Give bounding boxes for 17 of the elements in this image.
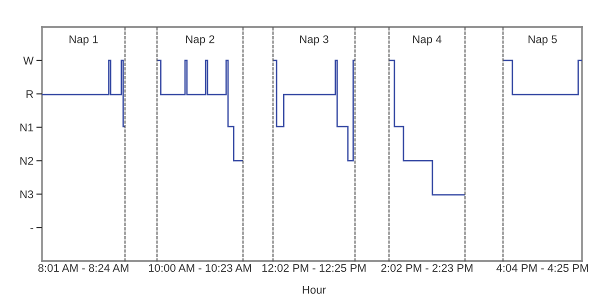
text: R — [26, 90, 34, 98]
text: N1 — [20, 124, 34, 132]
text: N2 — [20, 156, 34, 165]
x-axis-title: 2:02 PM - 2:23 PM — [381, 264, 472, 272]
chart-title: Nap 3 — [300, 35, 328, 46]
chart-title: Nap 1 — [70, 35, 98, 46]
text: N3 — [20, 190, 34, 198]
x-axis-title: 10:00 AM - 10:23 AM — [148, 264, 251, 272]
chart-title: Nap 4 — [413, 35, 442, 46]
chart-title: Nap 5 — [528, 35, 557, 46]
x-axis-title: 8:01 AM - 8:24 AM — [38, 264, 128, 272]
chart-title: Nap 2 — [186, 35, 214, 46]
text: - — [30, 228, 34, 230]
x-axis-title: 12:02 PM - 12:25 PM — [262, 264, 366, 272]
text: W — [23, 56, 34, 64]
x-axis-title: 4:04 PM - 4:25 PM — [496, 264, 588, 272]
text: Hour — [302, 286, 326, 294]
